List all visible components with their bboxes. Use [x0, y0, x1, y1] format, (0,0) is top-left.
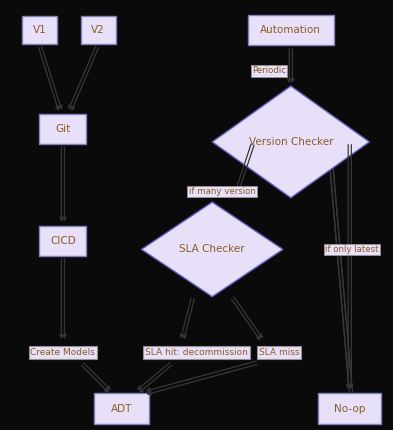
Text: if only latest: if only latest — [325, 245, 378, 254]
Text: No-op: No-op — [334, 403, 365, 414]
Text: Git: Git — [55, 124, 70, 134]
Text: Version Checker: Version Checker — [248, 137, 333, 147]
FancyBboxPatch shape — [81, 16, 116, 44]
Text: Automation: Automation — [261, 25, 321, 35]
Text: SLA Checker: SLA Checker — [180, 244, 245, 255]
Text: if many version: if many version — [189, 187, 255, 196]
Polygon shape — [141, 202, 283, 297]
Text: Create Models: Create Models — [30, 348, 95, 357]
Text: ADT: ADT — [111, 403, 132, 414]
Text: CICD: CICD — [50, 236, 76, 246]
FancyBboxPatch shape — [39, 114, 86, 144]
FancyBboxPatch shape — [39, 226, 86, 256]
FancyBboxPatch shape — [22, 16, 57, 44]
Text: SLA hit: decommission: SLA hit: decommission — [145, 348, 248, 357]
FancyBboxPatch shape — [248, 15, 334, 45]
FancyBboxPatch shape — [94, 393, 149, 424]
FancyBboxPatch shape — [318, 393, 381, 424]
Text: SLA miss: SLA miss — [259, 348, 299, 357]
Polygon shape — [212, 86, 369, 198]
Text: V1: V1 — [33, 25, 46, 35]
Text: Periodic: Periodic — [252, 67, 286, 75]
Text: V2: V2 — [92, 25, 105, 35]
